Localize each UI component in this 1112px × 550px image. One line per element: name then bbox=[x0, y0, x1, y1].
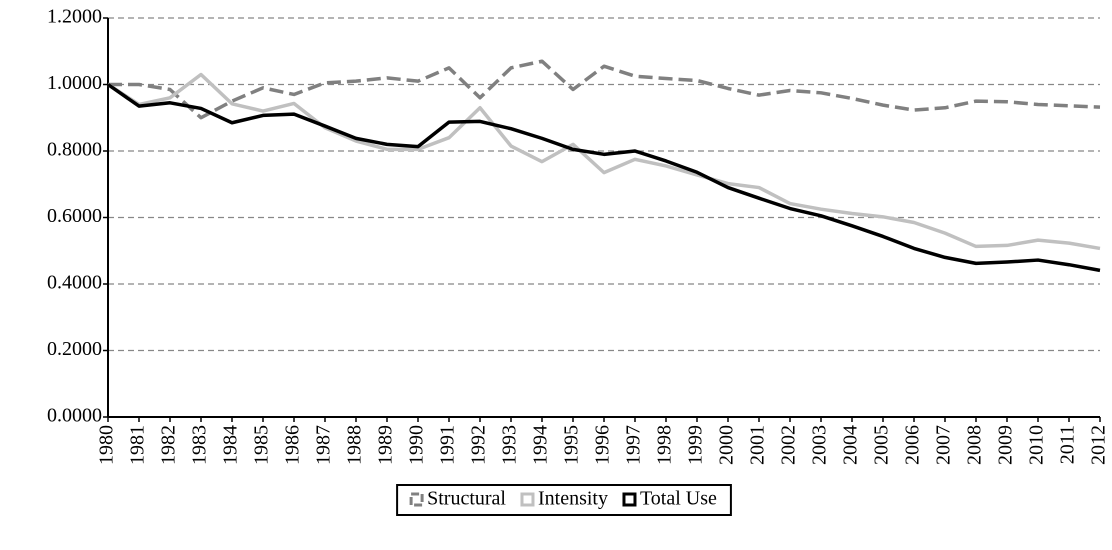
x-tick-label: 2007 bbox=[933, 425, 955, 465]
x-tick-label: 1980 bbox=[96, 425, 118, 465]
x-tick-label: 1988 bbox=[344, 425, 366, 465]
x-tick-label: 2010 bbox=[1026, 425, 1048, 465]
x-tick-label: 2004 bbox=[840, 425, 862, 465]
x-tick-label: 1989 bbox=[375, 425, 397, 465]
x-tick-label: 2009 bbox=[995, 425, 1017, 465]
legend-swatch bbox=[409, 492, 424, 507]
x-tick-label: 1993 bbox=[499, 425, 521, 465]
x-tick-label: 1984 bbox=[220, 425, 242, 465]
x-tick-label: 1992 bbox=[468, 425, 490, 465]
legend-swatch bbox=[622, 492, 637, 507]
y-tick-label: 1.2000 bbox=[47, 6, 102, 28]
legend-swatch bbox=[520, 492, 535, 507]
x-tick-label: 1990 bbox=[406, 425, 428, 465]
y-tick-label: 0.0000 bbox=[47, 405, 102, 427]
y-tick-label: 0.4000 bbox=[47, 272, 102, 294]
x-tick-label: 1996 bbox=[592, 425, 614, 465]
x-tick-label: 2000 bbox=[716, 425, 738, 465]
x-tick-label: 1986 bbox=[282, 425, 304, 465]
legend: Structural Intensity Total Use bbox=[396, 484, 732, 516]
legend-label: Intensity bbox=[538, 488, 608, 510]
x-tick-label: 2006 bbox=[902, 425, 924, 465]
legend-label: Structural bbox=[427, 488, 506, 510]
x-tick-label: 1991 bbox=[437, 425, 459, 465]
x-tick-label: 1998 bbox=[654, 425, 676, 465]
y-tick-label: 0.6000 bbox=[47, 205, 102, 227]
x-tick-label: 1985 bbox=[251, 425, 273, 465]
x-tick-label: 1997 bbox=[623, 425, 645, 465]
series-line bbox=[106, 83, 1101, 273]
y-tick-label: 0.8000 bbox=[47, 139, 102, 161]
x-tick-label: 2002 bbox=[778, 425, 800, 465]
x-tick-label: 1999 bbox=[685, 425, 707, 465]
legend-label: Total Use bbox=[640, 488, 717, 510]
x-tick-label: 1982 bbox=[158, 425, 180, 465]
legend-box bbox=[396, 484, 732, 516]
x-tick-label: 1995 bbox=[561, 425, 583, 465]
x-tick-label: 1981 bbox=[127, 425, 149, 465]
series-line bbox=[107, 72, 1101, 251]
x-tick-label: 1994 bbox=[530, 425, 552, 465]
x-tick-label: 2008 bbox=[964, 425, 986, 465]
x-tick-label: 2001 bbox=[747, 425, 769, 465]
x-tick-label: 2003 bbox=[809, 425, 831, 465]
x-tick-label: 2005 bbox=[871, 425, 893, 465]
x-tick-label: 2011 bbox=[1057, 425, 1079, 464]
x-tick-label: 1983 bbox=[189, 425, 211, 465]
y-tick-label: 0.2000 bbox=[47, 338, 102, 360]
x-tick-label: 1987 bbox=[313, 425, 335, 465]
x-tick-label: 2012 bbox=[1088, 425, 1110, 465]
y-tick-label: 1.0000 bbox=[47, 72, 102, 94]
series-line bbox=[108, 59, 1101, 120]
